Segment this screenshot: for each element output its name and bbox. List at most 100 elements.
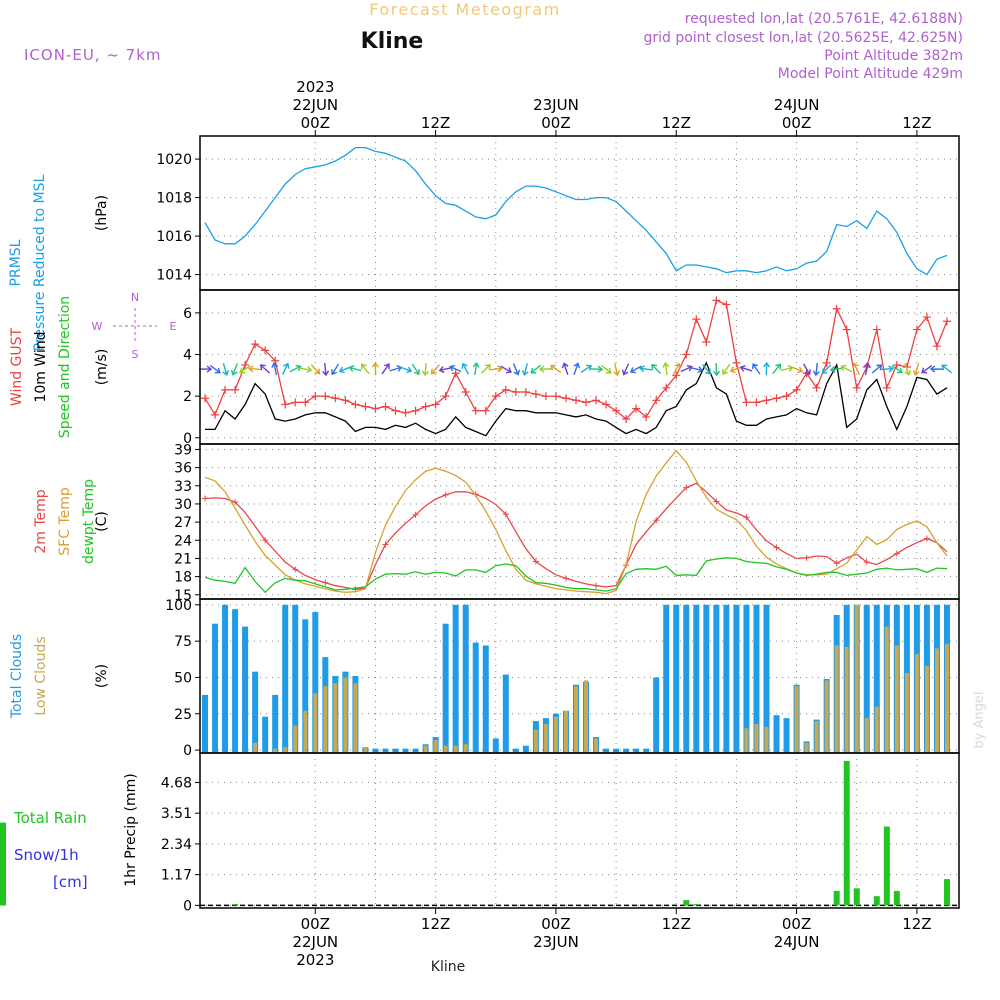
gust-marker — [311, 392, 320, 401]
gust-marker — [461, 387, 470, 396]
wind-direction-arrow — [739, 364, 753, 372]
y-tick-label: 3.51 — [161, 806, 192, 822]
gust-marker — [441, 392, 450, 401]
gust-marker — [762, 396, 771, 405]
gust-marker — [842, 325, 851, 334]
wind-direction-arrow — [651, 364, 661, 374]
y-tick-label: 1014 — [156, 268, 192, 284]
total-clouds-bar — [212, 623, 219, 753]
gust-marker — [531, 390, 540, 399]
total-clouds-bar — [733, 604, 740, 753]
forecast-title: Forecast Meteogram — [369, 0, 560, 19]
gust-marker — [381, 402, 390, 411]
y-tick-label: 2 — [183, 389, 192, 405]
gust-marker — [832, 304, 841, 313]
wind-direction-arrow — [480, 364, 491, 374]
total-clouds-bar — [522, 745, 529, 753]
gust-marker — [291, 398, 300, 407]
gust-marker — [742, 398, 751, 407]
gust-marker — [411, 406, 420, 415]
total-clouds-bar — [502, 674, 509, 753]
gust-marker — [421, 402, 430, 411]
wind-direction-arrow — [580, 364, 592, 374]
sfc-temp-line — [204, 449, 948, 595]
low-clouds-bar — [804, 742, 809, 753]
bottom-time-label: 00Z — [541, 915, 570, 933]
precip-legend-label: Total Rain — [13, 809, 87, 827]
gust-marker — [722, 300, 731, 309]
low-clouds-bar — [794, 686, 799, 753]
precip-legend-label: Snow/1h — [14, 846, 79, 864]
gust-marker — [942, 317, 951, 326]
low-clouds-bar — [303, 710, 308, 753]
low-clouds-bar — [884, 626, 889, 753]
unit-label: (hPa) — [94, 195, 110, 231]
low-clouds-bar — [894, 645, 899, 753]
footer-location: Kline — [431, 959, 465, 975]
bottom-time-label: 12Z — [662, 915, 691, 933]
requested-coords: requested lon,lat (20.5761E, 42.6188N) — [685, 11, 963, 27]
wind-direction-arrow — [929, 365, 943, 373]
temp-marker — [593, 582, 600, 589]
gust-marker — [391, 406, 400, 415]
y-tick-label: 27 — [174, 515, 192, 531]
y-tick-label: 15 — [174, 588, 192, 604]
top-time-label: 00Z — [301, 114, 330, 132]
wind-direction-arrow — [712, 363, 721, 377]
bottom-time-label: 00Z — [301, 915, 330, 933]
wind-direction-arrow — [639, 365, 653, 373]
wind-direction-arrow — [259, 364, 271, 374]
low-clouds-bar — [854, 604, 859, 753]
rain-bar — [693, 904, 700, 906]
low-clouds-bar — [283, 747, 288, 753]
rain-bar — [232, 904, 239, 906]
low-clouds-bar — [533, 729, 538, 753]
wind-direction-arrow — [802, 363, 811, 376]
gust-marker — [882, 383, 891, 392]
gridpoint-coords: grid point closest lon,lat (20.5625E, 42… — [643, 30, 963, 46]
total-clouds-bar — [232, 609, 239, 753]
low-clouds-bar — [754, 723, 759, 753]
2m-temp-line — [204, 482, 948, 590]
wind-direction-arrow — [561, 362, 569, 376]
y-tick-label: 4.68 — [161, 775, 192, 791]
y-tick-label: 21 — [174, 551, 192, 567]
temp-marker — [532, 558, 539, 565]
wind-direction-arrow — [722, 363, 731, 376]
gust-marker — [561, 394, 570, 403]
gust-marker — [501, 385, 510, 394]
bottom-time-label: 12Z — [902, 915, 931, 933]
svg-text:E: E — [170, 320, 177, 333]
top-time-label: 00Z — [541, 114, 570, 132]
wind-direction-arrow — [573, 362, 581, 375]
wind-direction-arrow — [912, 363, 920, 376]
gust-marker — [712, 296, 721, 305]
gust-marker — [351, 400, 360, 409]
wind-direction-arrow — [662, 361, 670, 376]
low-clouds-bar — [333, 683, 338, 753]
rain-bar — [0, 871, 6, 906]
model-name: ICON-EU, ~ 7km — [24, 46, 162, 64]
low-clouds-bar — [553, 716, 558, 753]
wind-direction-arrow — [500, 365, 513, 374]
wind-direction-arrow — [852, 362, 860, 375]
wind-direction-arrow — [381, 363, 390, 375]
wind-direction-arrow — [489, 365, 503, 373]
wind-direction-arrow — [209, 364, 221, 374]
rain-bar — [873, 896, 880, 906]
top-time-label: 24JUN — [774, 96, 820, 114]
gust-marker — [812, 383, 821, 392]
temp-marker — [713, 498, 720, 505]
wind-direction-arrow — [763, 361, 771, 376]
temp-marker — [442, 491, 449, 498]
low-clouds-bar — [433, 739, 438, 753]
bottom-time-label: 22JUN — [292, 933, 338, 951]
gust-marker — [231, 385, 240, 394]
clouds-legend-label: Total Clouds — [9, 634, 25, 719]
low-clouds-bar — [584, 680, 589, 753]
total-clouds-bar — [763, 604, 770, 753]
rain-bar — [893, 890, 900, 906]
gust-marker — [632, 404, 641, 413]
top-time-label: 00Z — [782, 114, 811, 132]
